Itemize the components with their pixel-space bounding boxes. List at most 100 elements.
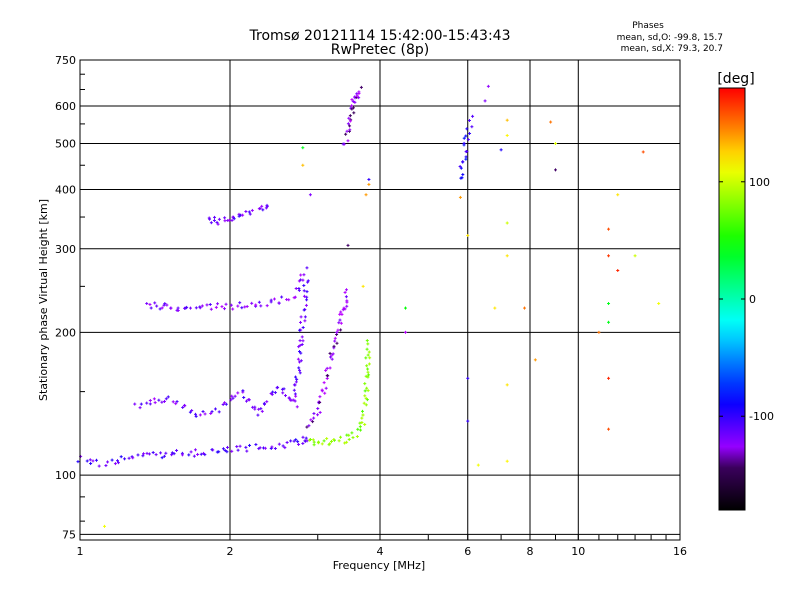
data-point <box>301 163 305 167</box>
data-point <box>293 295 297 299</box>
data-point <box>366 389 370 393</box>
data-point <box>162 399 166 403</box>
data-point <box>230 218 234 222</box>
data-point <box>301 278 305 282</box>
data-point <box>303 315 307 319</box>
data-point <box>237 214 241 218</box>
data-point <box>361 413 365 417</box>
data-point <box>220 305 224 309</box>
data-point <box>350 98 354 102</box>
data-point <box>194 412 198 416</box>
data-point <box>283 394 287 398</box>
data-point <box>89 462 93 466</box>
data-point <box>298 371 302 375</box>
data-point <box>142 452 146 456</box>
data-point <box>305 290 309 294</box>
data-point <box>236 391 240 395</box>
data-point <box>258 446 262 450</box>
data-point <box>198 306 202 310</box>
data-point <box>301 441 305 445</box>
data-point <box>292 388 296 392</box>
data-point <box>607 302 611 306</box>
data-point <box>76 460 80 464</box>
data-point <box>232 217 236 221</box>
data-point <box>302 289 306 293</box>
data-point <box>339 321 343 325</box>
data-point <box>238 444 242 448</box>
data-point <box>136 453 140 457</box>
data-point <box>325 377 329 381</box>
data-point <box>152 397 156 401</box>
data-point <box>273 446 277 450</box>
data-point <box>230 449 234 453</box>
data-point <box>305 439 309 443</box>
data-point <box>190 409 194 413</box>
data-point <box>366 367 370 371</box>
data-point <box>298 368 302 372</box>
data-point <box>332 438 336 442</box>
y-axis-label: Stationary phase Virtual Height [km] <box>37 199 50 401</box>
data-point <box>289 439 293 443</box>
data-point <box>304 436 308 440</box>
data-point <box>172 452 176 456</box>
data-point <box>294 287 298 291</box>
data-point <box>358 425 362 429</box>
data-point <box>153 401 157 405</box>
data-point <box>343 290 347 294</box>
data-point <box>293 383 297 387</box>
data-point <box>160 456 164 460</box>
data-point <box>466 233 470 237</box>
data-point <box>200 304 204 308</box>
data-point <box>333 336 337 340</box>
data-point <box>265 304 269 308</box>
data-point <box>260 409 264 413</box>
data-point <box>196 452 200 456</box>
data-point <box>229 398 233 402</box>
data-point <box>326 374 330 378</box>
data-point <box>193 448 197 452</box>
data-point <box>365 339 369 343</box>
data-point <box>113 462 117 466</box>
data-point <box>325 437 329 441</box>
data-point <box>616 193 620 197</box>
data-point <box>505 221 509 225</box>
data-point <box>247 210 251 214</box>
data-point <box>607 376 611 380</box>
data-point <box>277 301 281 305</box>
data-point <box>208 302 212 306</box>
data-point <box>248 443 252 447</box>
data-point <box>307 424 311 428</box>
data-point <box>523 306 527 310</box>
data-point <box>257 407 261 411</box>
data-point <box>174 402 178 406</box>
data-point <box>298 339 302 343</box>
data-point <box>160 400 164 404</box>
data-point <box>259 407 263 411</box>
data-point <box>203 412 207 416</box>
data-point <box>351 106 355 110</box>
data-point <box>110 458 114 462</box>
data-point <box>236 448 240 452</box>
data-point <box>318 410 322 414</box>
data-point <box>335 330 339 334</box>
data-point <box>176 306 180 310</box>
data-point <box>217 217 221 221</box>
data-point <box>309 418 313 422</box>
data-point <box>365 386 369 390</box>
data-point <box>341 308 345 312</box>
y-tick-label: 400 <box>55 184 76 197</box>
data-point <box>223 219 227 223</box>
data-point <box>285 441 289 445</box>
data-point <box>366 370 370 374</box>
data-point <box>215 220 219 224</box>
data-point <box>348 128 352 132</box>
data-point <box>164 397 168 401</box>
data-point <box>245 399 249 403</box>
data-point <box>403 330 407 334</box>
data-point <box>235 445 239 449</box>
data-point <box>360 416 364 420</box>
data-point <box>127 456 131 460</box>
data-point <box>467 118 471 122</box>
data-point <box>216 222 220 226</box>
